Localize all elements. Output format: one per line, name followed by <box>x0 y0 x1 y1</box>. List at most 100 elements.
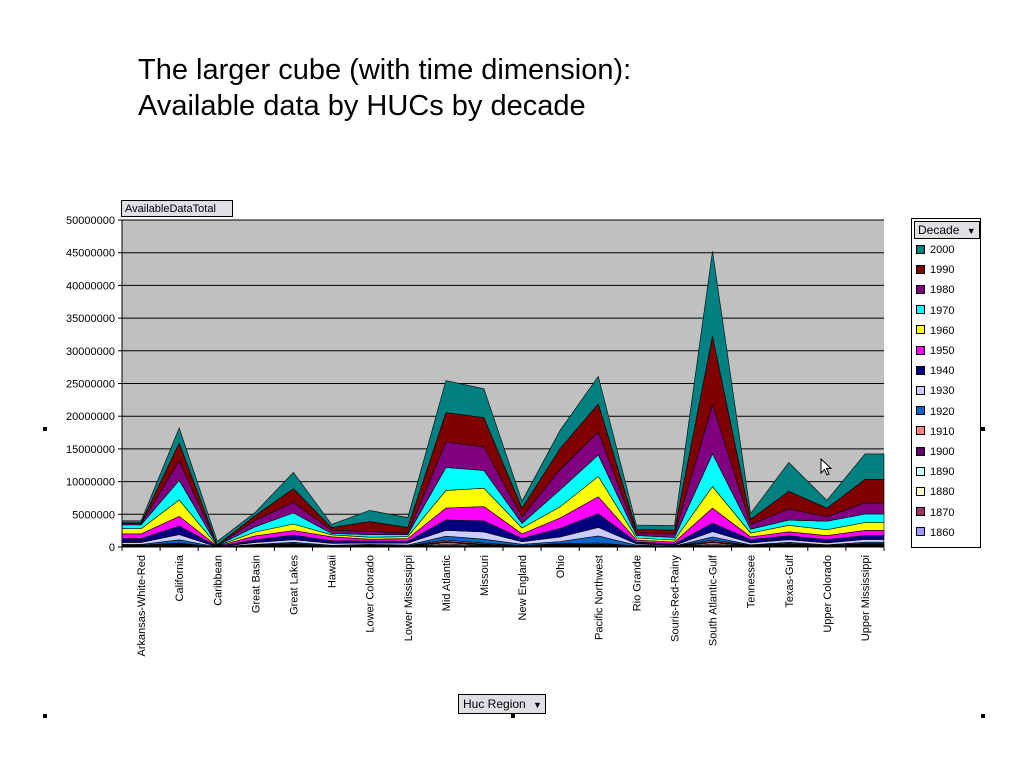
x-tick-label: Souris-Red-Rainy <box>669 555 681 642</box>
legend-swatch <box>916 365 925 375</box>
x-tick-label: Upper Mississippi <box>860 555 872 641</box>
x-tick-label: South Atlantic-Gulf <box>708 554 720 646</box>
legend-item-1960: 1960 <box>916 324 954 344</box>
y-axis: 0 5000000 10000000 15000000 20000000 25000000… <box>66 215 122 554</box>
x-tick-label: Mid Atlantic <box>441 555 453 612</box>
y-tick-label: 50000000 <box>66 215 115 227</box>
legend-item-1870: 1870 <box>916 506 954 526</box>
x-tick-label: Caribbean <box>212 555 224 606</box>
legend-label: 1940 <box>930 365 955 378</box>
legend-item-1930: 1930 <box>916 384 954 404</box>
series-areas <box>121 251 885 548</box>
legend-item-1940: 1940 <box>916 364 954 384</box>
x-tick-label: Pacific Northwest <box>593 555 605 640</box>
legend-swatch <box>916 325 925 335</box>
x-axis: Arkansas-White-Red California Caribbean Gre… <box>121 220 885 656</box>
legend-label: 1930 <box>930 385 955 398</box>
legend-item-2000: 2000 <box>916 243 954 263</box>
chevron-down-icon: ▼ <box>966 225 976 236</box>
x-tick-label: Lower Mississippi <box>403 555 415 641</box>
huc-region-field-button[interactable]: Huc Region ▼ <box>458 694 546 714</box>
x-tick-label: Hawaii <box>327 555 339 588</box>
legend-item-1990: 1990 <box>916 263 954 283</box>
legend-label: 1980 <box>930 284 955 297</box>
legend-item-1950: 1950 <box>916 344 954 364</box>
legend-label: 1970 <box>930 304 955 317</box>
legend-label: 1910 <box>930 425 955 438</box>
handle <box>43 427 47 431</box>
legend-swatch <box>916 527 925 537</box>
legend-swatch <box>916 406 925 416</box>
legend-swatch <box>916 264 925 274</box>
chevron-down-icon: ▼ <box>533 699 542 710</box>
selection-handles <box>43 427 985 718</box>
legend-swatch <box>916 486 925 496</box>
legend-label: 1890 <box>930 466 955 479</box>
handle <box>511 714 515 718</box>
x-tick-label: Upper Colorado <box>822 555 834 633</box>
y-tick-label: 35000000 <box>66 313 115 325</box>
legend-swatch <box>916 426 925 436</box>
legend-swatch <box>916 305 925 315</box>
decade-field-button[interactable]: Decade ▼ <box>914 221 980 239</box>
legend-swatch <box>916 244 925 254</box>
legend-label: 1990 <box>930 264 955 277</box>
legend-item-1880: 1880 <box>916 485 954 505</box>
x-tick-label: Tennessee <box>746 555 758 608</box>
legend-label: 1880 <box>930 486 955 499</box>
legend-label: 1870 <box>930 506 955 519</box>
slide-title-line-2: Available data by HUCs by decade <box>138 90 586 122</box>
legend-item-1910: 1910 <box>916 425 954 445</box>
legend-swatch <box>916 345 925 355</box>
slide-title-line-1: The larger cube (with time dimension): <box>138 54 632 86</box>
area-series-2000 <box>121 251 885 546</box>
handle <box>43 714 47 718</box>
legend-swatch <box>916 385 925 395</box>
legend-item-1860: 1860 <box>916 526 954 546</box>
handle <box>981 714 985 718</box>
handle <box>981 427 985 431</box>
legend-label: 2000 <box>930 244 955 256</box>
x-tick-label: Lower Colorado <box>365 555 377 633</box>
data-field-label: AvailableDataTotal <box>125 203 216 215</box>
legend-item-1890: 1890 <box>916 465 954 485</box>
legend-item-1970: 1970 <box>916 304 954 324</box>
decade-field-label: Decade <box>918 223 960 237</box>
legend-swatch <box>916 466 925 476</box>
legend-label: 1960 <box>930 324 955 337</box>
legend-item-1920: 1920 <box>916 405 954 425</box>
legend-label: 1920 <box>930 405 955 418</box>
legend-label: 1900 <box>930 446 955 458</box>
huc-region-label: Huc Region <box>463 697 526 711</box>
legend-swatch <box>916 507 925 517</box>
y-tick-label: 45000000 <box>66 248 115 260</box>
y-tick-label: 25000000 <box>66 379 115 391</box>
legend-label: 1950 <box>930 345 955 357</box>
y-tick-label: 5000000 <box>72 509 115 521</box>
x-tick-label: Texas-Gulf <box>784 554 796 608</box>
decade-legend: Decade ▼ 2000 1990 1980 1970 1960 1950 1940 193… <box>911 218 981 548</box>
y-tick-label: 20000000 <box>66 411 115 423</box>
y-tick-label: 15000000 <box>66 444 115 456</box>
x-tick-label: Ohio <box>555 555 567 578</box>
legend-swatch <box>916 284 925 294</box>
y-tick-label: 0 <box>109 542 115 554</box>
x-tick-label: Great Basin <box>250 555 262 613</box>
y-tick-label: 40000000 <box>66 280 115 292</box>
x-tick-label: New England <box>517 555 529 620</box>
y-tick-label: 10000000 <box>66 477 115 489</box>
slide-title: The larger cube (with time dimension): A… <box>138 52 631 124</box>
legend-label: 1860 <box>930 526 955 539</box>
data-field-button[interactable]: AvailableDataTotal <box>121 200 233 217</box>
x-tick-label: Great Lakes <box>288 555 300 615</box>
legend-swatch <box>916 446 925 456</box>
y-tick-label: 30000000 <box>66 346 115 358</box>
x-tick-label: Missouri <box>479 555 491 596</box>
x-tick-label: California <box>174 554 186 601</box>
x-tick-label: Arkansas-White-Red <box>136 555 148 656</box>
x-tick-label: Rio Grande <box>631 555 643 611</box>
legend-item-1980: 1980 <box>916 283 954 303</box>
mouse-pointer-icon <box>820 458 833 476</box>
legend-item-1900: 1900 <box>916 445 954 465</box>
